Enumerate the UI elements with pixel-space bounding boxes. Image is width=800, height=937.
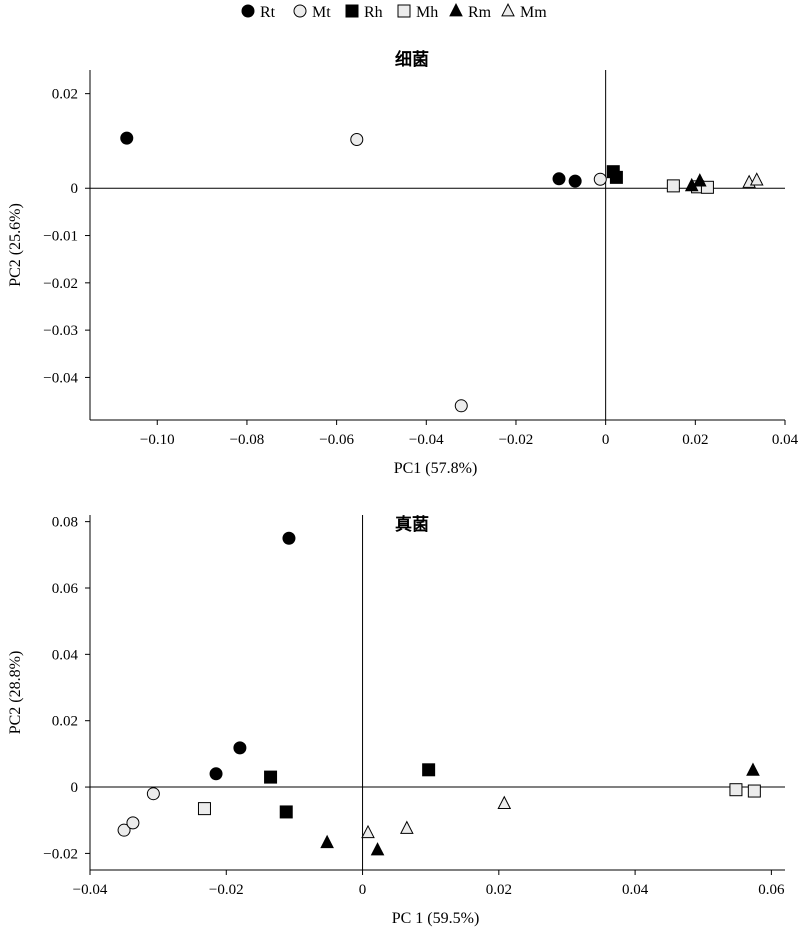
x-tick-label: −0.02 xyxy=(499,432,534,448)
point-mt-2 xyxy=(126,816,140,830)
legend-label-mh: Mh xyxy=(416,4,438,21)
y-tick-label: −0.02 xyxy=(43,276,78,292)
y-tick-label: 0.02 xyxy=(52,87,78,103)
y-axis-label: PC2 (25.6%) xyxy=(7,203,24,287)
x-tick-label: −0.10 xyxy=(140,432,175,448)
x-tick-label: −0.08 xyxy=(230,432,265,448)
point-mt-2 xyxy=(454,399,468,413)
legend-marker-rm xyxy=(449,3,463,17)
point-rm-2 xyxy=(692,173,707,187)
y-tick-label: 0 xyxy=(71,780,79,796)
legend-label-mt: Mt xyxy=(312,4,331,21)
x-axis-label: PC1 (57.8%) xyxy=(394,460,478,477)
legend-marker-mt xyxy=(293,4,307,18)
chart-title: 真菌 xyxy=(395,514,429,535)
point-rt-1 xyxy=(120,131,134,145)
point-mt-3 xyxy=(593,172,607,186)
legend: Rt Mt Rh Mh Rm Mm xyxy=(241,3,547,21)
legend-label-rm: Rm xyxy=(468,4,492,21)
y-axis-label: PC2 (28.8%) xyxy=(7,651,24,735)
point-mh-3 xyxy=(747,784,761,798)
point-rh-3 xyxy=(422,763,436,777)
bacteria-pca-chart: −0.10 −0.08 −0.06 −0.04 −0.02 0 0.02 0.04 0.02 0 −… xyxy=(7,49,799,477)
point-mm-2 xyxy=(749,172,764,186)
x-tick-label: −0.04 xyxy=(73,882,108,898)
x-tick-label: −0.06 xyxy=(319,432,354,448)
x-tick-label: 0.06 xyxy=(758,882,785,898)
point-rt-3 xyxy=(209,767,223,781)
legend-marker-rt xyxy=(241,4,255,18)
y-tick-label: 0.02 xyxy=(52,714,78,730)
legend-marker-mh xyxy=(397,4,411,18)
x-tick-label: 0.04 xyxy=(622,882,649,898)
y-tick-label: 0.08 xyxy=(52,515,78,531)
point-mh-1 xyxy=(197,802,211,816)
point-mm-1 xyxy=(361,824,375,839)
x-tick-label: 0 xyxy=(359,882,367,898)
point-rh-1 xyxy=(264,770,278,784)
legend-label-rh: Rh xyxy=(364,4,383,21)
x-tick-label: 0.02 xyxy=(682,432,708,448)
x-tick-label: 0.02 xyxy=(486,882,512,898)
point-rh-2 xyxy=(279,805,293,819)
y-tick-label: −0.02 xyxy=(43,846,78,862)
y-tick-label: −0.03 xyxy=(43,323,78,339)
point-mm-2 xyxy=(400,820,414,834)
point-rt-2 xyxy=(233,741,247,755)
point-rh-2 xyxy=(609,170,623,184)
legend-marker-mm xyxy=(501,3,515,17)
x-tick-label: −0.04 xyxy=(409,432,444,448)
point-rm-3 xyxy=(746,762,760,776)
point-rt-2 xyxy=(552,172,566,186)
point-rm-1 xyxy=(320,834,334,849)
y-tick-label: 0.06 xyxy=(52,581,79,597)
point-mt-1 xyxy=(350,133,364,147)
y-tick-label: 0.04 xyxy=(52,647,79,663)
legend-label-mm: Mm xyxy=(520,4,547,21)
chart-title: 细菌 xyxy=(395,49,429,70)
point-mh-1 xyxy=(666,179,680,193)
x-tick-label: −0.02 xyxy=(209,882,244,898)
y-tick-label: −0.04 xyxy=(43,370,78,386)
point-mt-1 xyxy=(117,823,131,837)
point-mt-3 xyxy=(146,787,160,801)
point-rt-1 xyxy=(282,531,296,545)
x-axis-label: PC 1 (59.5%) xyxy=(392,910,480,927)
point-mm-3 xyxy=(497,795,512,809)
x-tick-label: 0.04 xyxy=(772,432,799,448)
point-rm-2 xyxy=(370,842,385,856)
point-rt-3 xyxy=(568,174,582,188)
y-tick-label: −0.01 xyxy=(43,229,78,245)
legend-label-rt: Rt xyxy=(260,4,276,21)
point-mh-2 xyxy=(729,783,743,797)
y-tick-label: 0 xyxy=(71,181,79,197)
x-tick-label: 0 xyxy=(602,432,610,448)
legend-marker-rh xyxy=(345,4,359,18)
fungi-pca-chart: −0.04 −0.02 0 0.02 0.04 0.06 0.08 0.06 0.04 0.02 0… xyxy=(7,514,785,927)
